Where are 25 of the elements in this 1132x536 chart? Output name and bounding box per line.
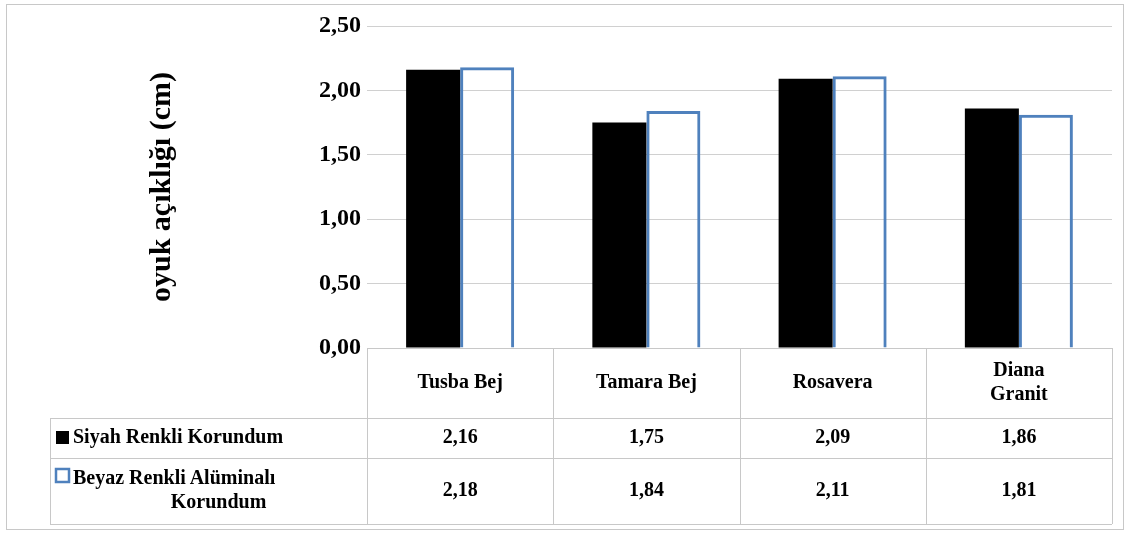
y-tick-label: 1,00	[319, 204, 361, 231]
y-tick-label: 2,00	[319, 75, 361, 102]
x-tick-label: Diana Granit	[989, 358, 1049, 405]
x-tick-label: Rosavera	[792, 370, 873, 393]
data-label: 1,84	[628, 478, 664, 501]
data-label: 2,18	[442, 478, 478, 501]
y-axis-title: oyuk açıklığı (cm)	[142, 72, 177, 302]
bar	[592, 122, 647, 348]
bar	[964, 108, 1019, 348]
bar	[406, 69, 461, 348]
x-tick-label: Tusba Bej	[417, 370, 503, 394]
data-label: 1,75	[628, 425, 664, 448]
y-tick-label: 1,50	[319, 140, 361, 166]
data-label: 2,09	[815, 425, 851, 448]
legend-label: Beyaz Renkli Alüminalı Korundum	[73, 466, 276, 513]
x-tick-label: Tamara Bej	[595, 370, 697, 394]
y-tick-label: 0,50	[319, 268, 361, 295]
data-label: 2,11	[815, 478, 850, 501]
legend-label: Siyah Renkli Korundum	[73, 425, 284, 449]
y-tick-label: 0,00	[319, 333, 361, 360]
data-label: 1,81	[1001, 478, 1037, 501]
y-tick-label: 2,50	[319, 11, 361, 38]
bar	[778, 78, 833, 348]
data-label: 1,86	[1001, 425, 1037, 448]
data-label: 2,16	[442, 425, 478, 448]
